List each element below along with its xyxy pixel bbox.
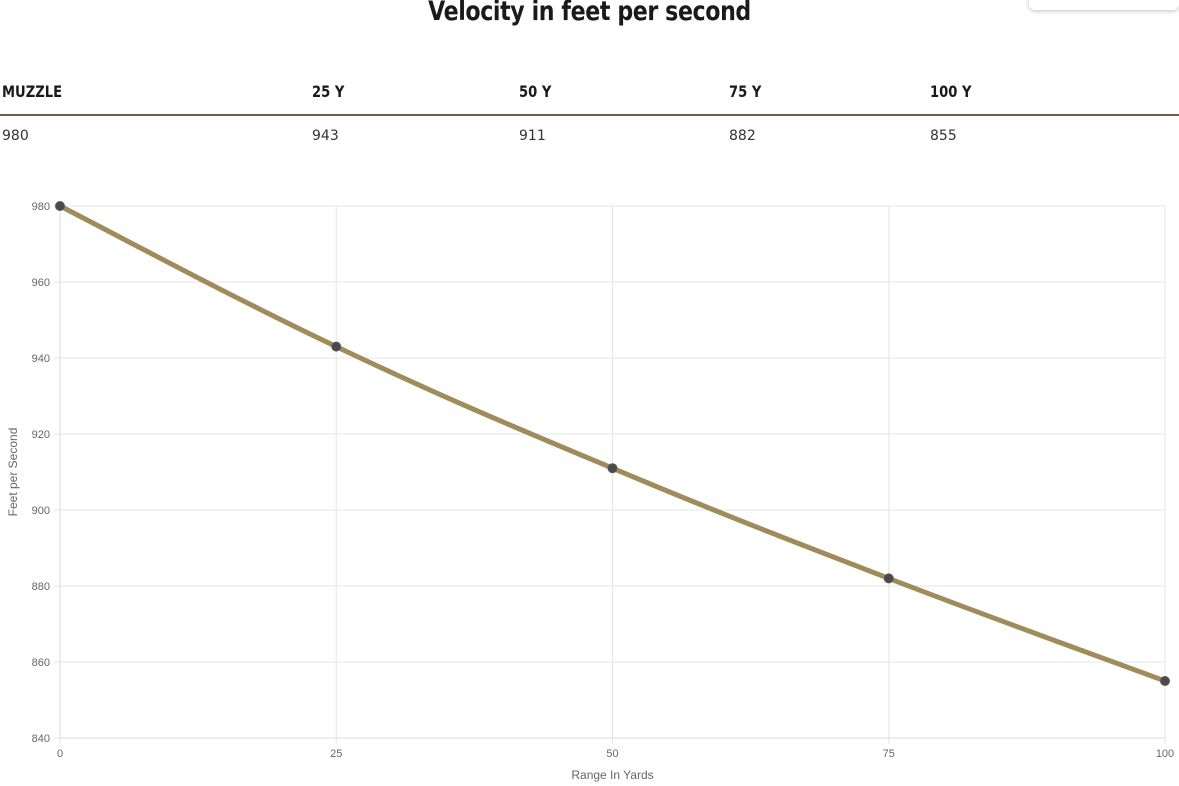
data-point[interactable] (883, 573, 894, 584)
table-cell-25y: 943 (312, 128, 339, 144)
data-points (55, 201, 1170, 686)
data-point[interactable] (1160, 676, 1170, 686)
data-point[interactable] (607, 463, 618, 474)
x-tick-labels: 0 25 50 75 100 (57, 748, 1174, 760)
y-axis-title: Feet per Second (6, 428, 20, 517)
table-header-muzzle: MUZZLE (2, 82, 63, 101)
x-tick-label: 50 (606, 748, 618, 760)
table-header-50y: 50 Y (519, 82, 552, 101)
table-header-100y: 100 Y (930, 82, 972, 101)
velocity-table-header: MUZZLE 25 Y 50 Y 75 Y 100 Y (0, 80, 1179, 116)
y-tick-label: 840 (32, 733, 50, 745)
axes (54, 205, 1166, 744)
page-title: Velocity in feet per second (428, 0, 751, 27)
table-header-25y: 25 Y (312, 82, 345, 101)
table-cell-75y: 882 (729, 128, 756, 144)
y-tick-label: 920 (32, 429, 50, 441)
table-header-75y: 75 Y (729, 82, 762, 101)
x-tick-label: 25 (330, 748, 342, 760)
x-axis-title: Range In Yards (571, 768, 653, 782)
y-tick-label: 860 (32, 657, 50, 669)
y-tick-labels: 840 860 880 900 920 940 960 980 (32, 201, 50, 745)
y-tick-label: 960 (32, 277, 50, 289)
table-cell-100y: 855 (930, 128, 957, 144)
y-tick-label: 880 (32, 581, 50, 593)
table-cell-muzzle: 980 (2, 128, 29, 144)
x-tick-label: 75 (883, 748, 895, 760)
velocity-table-row: 980 943 911 882 855 (0, 126, 1179, 150)
data-point[interactable] (331, 341, 342, 352)
x-tick-label: 0 (57, 748, 63, 760)
y-tick-label: 940 (32, 353, 50, 365)
x-tick-label: 100 (1156, 748, 1174, 760)
table-cell-50y: 911 (519, 128, 546, 144)
corner-popup-panel (1029, 0, 1179, 10)
velocity-line-chart: 840 860 880 900 920 940 960 980 0 25 50 75 100 Rang… (6, 201, 1174, 782)
y-tick-label: 980 (32, 201, 50, 213)
data-point[interactable] (55, 201, 65, 211)
y-tick-label: 900 (32, 505, 50, 517)
